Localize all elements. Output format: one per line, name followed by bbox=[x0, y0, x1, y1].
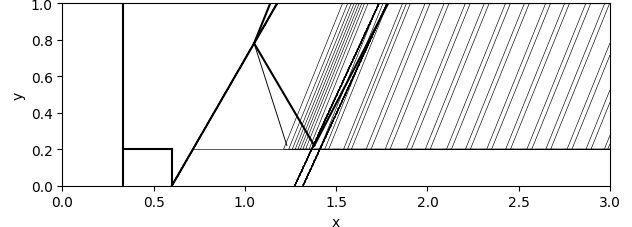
X-axis label: x: x bbox=[332, 215, 340, 227]
Y-axis label: y: y bbox=[11, 91, 25, 99]
